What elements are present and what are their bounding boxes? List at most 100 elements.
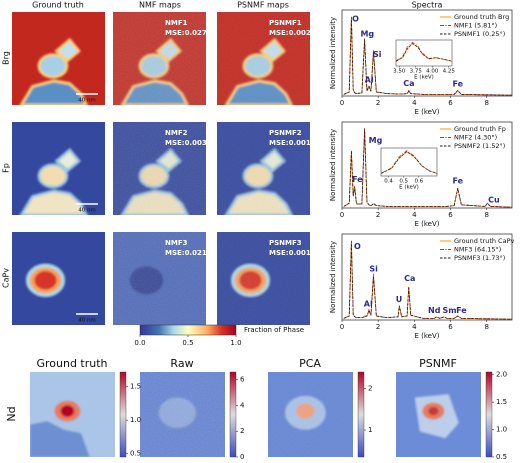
- peak-label: Al: [365, 76, 374, 85]
- map: [268, 372, 353, 457]
- colorbar-tick-label: 0.5: [182, 339, 193, 347]
- peak-label: Si: [373, 50, 382, 59]
- x-tick-label: 6: [448, 323, 453, 331]
- colorbar-tick-label: 1.0: [130, 416, 141, 424]
- inset-tick-label: 0.6: [414, 179, 423, 185]
- legend-label: NMF2 (4.30°): [454, 134, 497, 142]
- column-title: Ground truth: [32, 1, 84, 10]
- inset-line: [380, 150, 438, 174]
- legend-label: Ground truth Brg: [454, 13, 509, 21]
- peak-label: Fe: [452, 80, 463, 89]
- map-mse: MSE:0.027: [165, 29, 207, 37]
- colorbar-tick-label: 2: [368, 385, 372, 393]
- peak-label: Fe: [352, 175, 363, 184]
- x-tick-label: 0: [340, 99, 344, 107]
- legend-label: PSNMF2 (1.52°): [454, 142, 505, 150]
- x-tick-label: 2: [376, 99, 380, 107]
- map-mse: MSE:0.003: [165, 139, 207, 147]
- x-tick-label: 4: [412, 211, 417, 219]
- colorbar-tick-label: 1.5: [130, 383, 141, 391]
- peak-label: Al: [364, 300, 373, 309]
- panel-title: PSNMF: [419, 357, 457, 370]
- colorbar-tick-label: 0.0: [134, 339, 145, 347]
- spectrum-line: [343, 17, 513, 96]
- map-label: NMF1: [165, 19, 188, 27]
- peak-label: Cu: [488, 196, 500, 205]
- map: [30, 372, 115, 457]
- map-label: PSNMF3: [269, 239, 302, 247]
- inset-tick-label: 4.25: [443, 69, 456, 75]
- colorbar: [485, 371, 493, 458]
- x-tick-label: 2: [376, 211, 380, 219]
- scale-bar-label: 40 nm: [78, 98, 96, 104]
- inset-line: [395, 43, 453, 62]
- map-label: NMF3: [165, 239, 188, 247]
- x-tick-label: 6: [448, 99, 453, 107]
- row-label: CaPv: [2, 268, 11, 288]
- map-mse: MSE:0.001: [269, 249, 311, 257]
- x-tick-label: 4: [412, 323, 417, 331]
- map: [140, 372, 225, 457]
- peak-label: Si: [369, 265, 378, 274]
- scale-bar-label: 40 nm: [78, 318, 96, 324]
- x-tick-label: 2: [376, 323, 380, 331]
- inset-axis-label: E (keV): [399, 185, 419, 191]
- map: [217, 12, 310, 105]
- legend-label: NMF3 (64.15°): [454, 246, 501, 254]
- colorbar: [357, 371, 365, 458]
- colorbar: [119, 371, 127, 458]
- x-axis-label: E (keV): [414, 220, 439, 228]
- plot-frame: [341, 9, 513, 97]
- map: [113, 12, 206, 105]
- panel-title: Raw: [170, 357, 193, 370]
- colorbar-tick-label: 2: [240, 427, 244, 435]
- spectrum-line: [343, 241, 513, 320]
- legend-label: PSNMF1 (0.25°): [454, 30, 505, 38]
- colorbar-label: Fraction of Phase: [244, 326, 304, 334]
- x-tick-label: 8: [484, 211, 488, 219]
- inset-tick-label: 4.00: [426, 69, 439, 75]
- colorbar-tick-label: 1: [368, 426, 372, 434]
- peak-label: Fe: [452, 176, 463, 185]
- inset-tick-label: 3.75: [410, 69, 423, 75]
- inset-tick-label: 0.5: [399, 179, 408, 185]
- panel-title: Ground truth: [36, 357, 107, 370]
- map: [217, 122, 310, 215]
- inset-line: [380, 151, 438, 174]
- peak-label: O: [352, 14, 359, 23]
- peak-label: U: [396, 295, 403, 304]
- colorbar-tick-label: 0.5: [496, 453, 507, 461]
- map-mse: MSE:0.021: [165, 249, 207, 257]
- map-label: NMF2: [165, 129, 188, 137]
- map-label: PSNMF1: [269, 19, 302, 27]
- colorbar-tick-label: 6: [240, 376, 245, 384]
- inset-axis-label: E (keV): [414, 75, 434, 81]
- peak-label: O: [354, 242, 361, 251]
- scale-bar-label: 40 nm: [78, 208, 96, 214]
- colorbar-tick-label: 1.5: [496, 398, 507, 406]
- row-label: Fp: [2, 163, 11, 173]
- colorbar-tick-label: 2.0: [496, 371, 507, 379]
- spectrum-line: [343, 128, 513, 208]
- row-label: Nd: [5, 406, 18, 421]
- x-tick-label: 8: [484, 99, 488, 107]
- y-axis-label: Normalized intensity: [329, 17, 337, 89]
- colorbar-tick-label: 1.0: [230, 339, 241, 347]
- x-tick-label: 4: [412, 99, 417, 107]
- peak-label: Mg: [369, 136, 383, 145]
- colorbar-tick-label: 4: [240, 401, 245, 409]
- peak-label: Nd: [428, 306, 441, 315]
- column-title: NMF maps: [139, 1, 181, 10]
- legend-label: NMF1 (5.81°): [454, 22, 497, 30]
- map: [396, 372, 481, 457]
- x-axis-label: E (keV): [414, 332, 439, 340]
- colorbar: [139, 324, 237, 336]
- legend-label: Ground truth CaPv: [454, 237, 514, 245]
- peak-label: Mg: [360, 29, 374, 38]
- plot-frame: [341, 121, 513, 209]
- inset-frame: [380, 147, 438, 177]
- y-axis-label: Normalized intensity: [329, 129, 337, 201]
- map: [12, 232, 105, 325]
- x-tick-label: 6: [448, 211, 453, 219]
